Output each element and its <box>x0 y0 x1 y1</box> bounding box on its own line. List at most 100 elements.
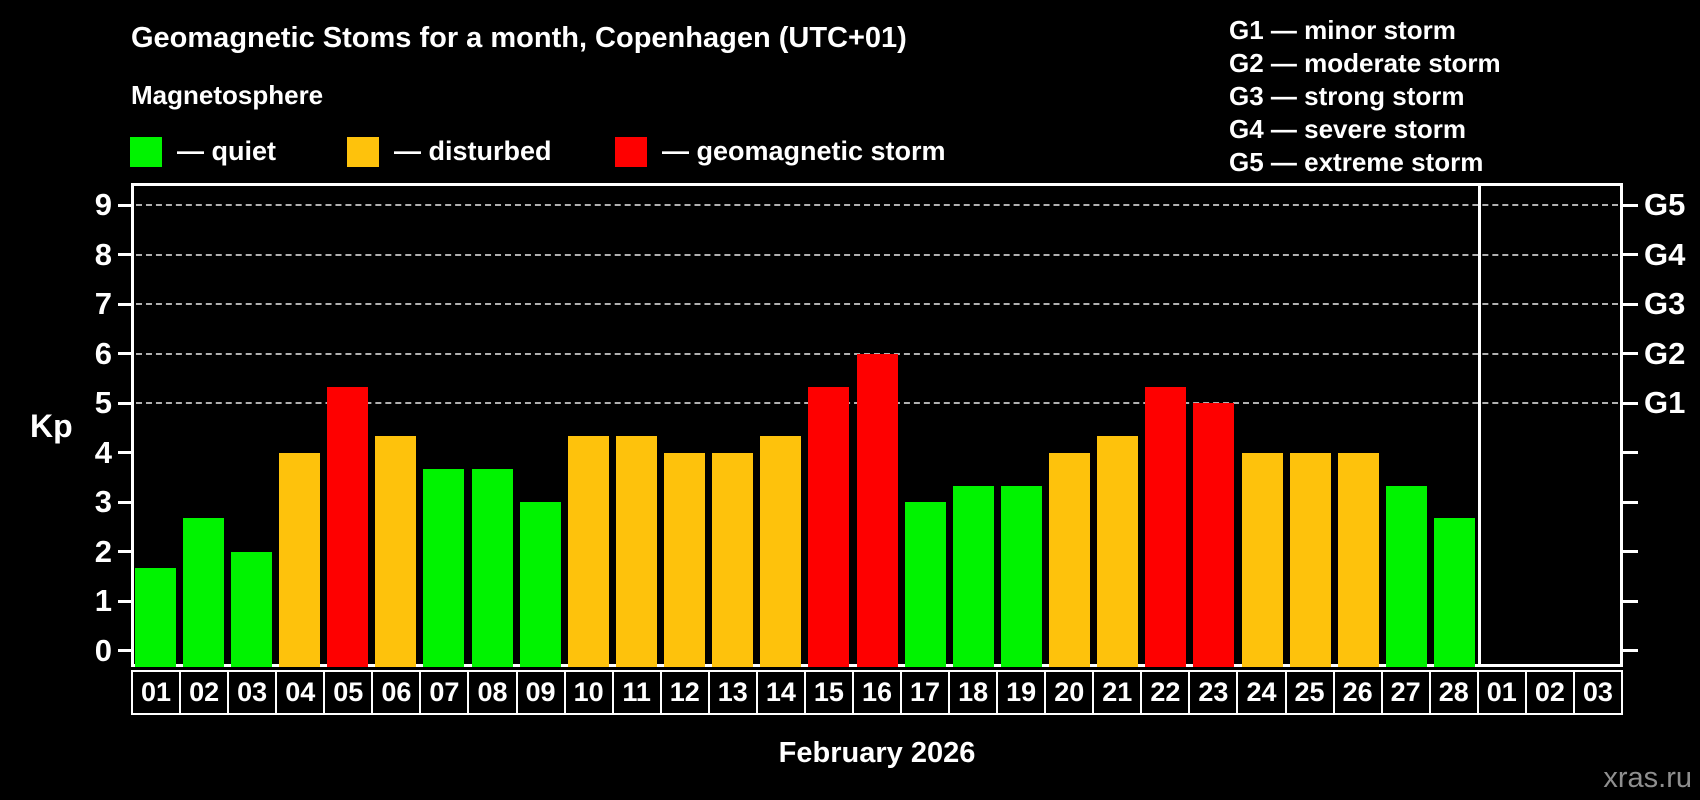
y-tick-label-0: 0 <box>94 632 112 668</box>
bar-day-23 <box>1193 403 1235 667</box>
day-label-feb-21: 21 <box>1092 670 1143 715</box>
right-tick-mark-6 <box>1623 352 1638 355</box>
bar-day-19 <box>1000 485 1042 667</box>
day-label-feb-23: 23 <box>1188 670 1239 715</box>
bar-day-09 <box>519 502 561 667</box>
day-label-feb-26: 26 <box>1332 670 1383 715</box>
disturbed-legend-label: — disturbed <box>394 136 552 166</box>
g-legend-line-2: G2 — moderate storm <box>1229 48 1501 78</box>
bar-day-25 <box>1289 452 1331 667</box>
day-label-feb-06: 06 <box>371 670 422 715</box>
day-label-feb-02: 02 <box>179 670 230 715</box>
right-tick-mark-3 <box>1623 500 1638 504</box>
day-label-feb-17: 17 <box>900 670 951 715</box>
y-tick-label-5: 5 <box>94 385 112 420</box>
right-scale-label-G2: G2 <box>1644 335 1686 371</box>
day-label-feb-10: 10 <box>563 670 614 715</box>
legend-heading: Magnetosphere <box>131 80 324 110</box>
right-scale-label-G4: G4 <box>1644 236 1686 272</box>
legend-item-storm: — geomagnetic storm <box>615 136 946 167</box>
y-tick-mark-5 <box>118 401 131 405</box>
legend-item-disturbed: — disturbed <box>347 136 552 167</box>
y-tick-mark-7 <box>118 302 131 306</box>
watermark: xras.ru <box>1603 762 1692 794</box>
bar-day-12 <box>664 452 705 667</box>
day-label-feb-13: 13 <box>707 670 758 715</box>
day-label-feb-04: 04 <box>275 670 326 715</box>
g-legend-line-4: G4 — severe storm <box>1229 114 1467 144</box>
bar-day-18 <box>952 485 994 667</box>
bar-day-17 <box>904 502 946 667</box>
day-label-feb-01: 01 <box>131 670 182 715</box>
bar-day-11 <box>615 436 657 667</box>
bar-day-16 <box>856 353 898 667</box>
right-tick-mark-2 <box>1623 550 1638 553</box>
day-label-feb-03: 03 <box>227 670 278 715</box>
bar-day-22 <box>1145 386 1187 667</box>
y-axis-title: Kp <box>30 408 73 444</box>
bar-day-28 <box>1434 518 1475 667</box>
day-label-feb-09: 09 <box>515 670 566 715</box>
right-scale-label-G1: G1 <box>1644 385 1686 420</box>
day-label-feb-25: 25 <box>1284 670 1335 715</box>
gridline-kp-8 <box>136 253 1618 256</box>
day-label-feb-08: 08 <box>467 670 518 715</box>
y-tick-mark-8 <box>118 253 131 256</box>
day-label-feb-19: 19 <box>996 670 1047 715</box>
disturbed-color-swatch <box>347 136 379 167</box>
day-label-feb-05: 05 <box>323 670 374 715</box>
day-label-mar-03: 03 <box>1572 670 1623 715</box>
g-legend-line-3: G3 — strong storm <box>1229 81 1465 111</box>
bar-day-27 <box>1385 485 1427 667</box>
y-tick-label-4: 4 <box>94 434 112 470</box>
legend-item-quiet: — quiet <box>130 136 276 167</box>
bar-day-08 <box>471 468 513 667</box>
y-tick-label-9: 9 <box>94 187 112 222</box>
quiet-legend-label: — quiet <box>177 136 276 166</box>
day-label-feb-11: 11 <box>611 670 662 715</box>
day-label-feb-27: 27 <box>1380 670 1431 715</box>
gridline-kp-9 <box>136 204 1618 206</box>
day-label-feb-16: 16 <box>851 670 902 715</box>
bar-day-05 <box>327 386 369 667</box>
storm-legend-label: — geomagnetic storm <box>662 136 946 166</box>
bar-day-15 <box>808 386 850 667</box>
y-tick-label-3: 3 <box>94 484 112 519</box>
bar-day-14 <box>760 436 802 667</box>
chart-title: Geomagnetic Stoms for a month, Copenhage… <box>131 22 907 54</box>
bar-day-07 <box>423 468 465 667</box>
bar-day-01 <box>134 567 176 667</box>
right-tick-mark-0 <box>1623 649 1638 652</box>
right-tick-mark-1 <box>1623 599 1638 603</box>
bar-day-24 <box>1241 452 1283 667</box>
quiet-color-swatch <box>130 136 162 167</box>
day-label-mar-02: 02 <box>1524 670 1575 715</box>
bar-day-03 <box>230 551 272 667</box>
bar-day-02 <box>182 518 224 667</box>
g-legend-line-5: G5 — extreme storm <box>1229 147 1484 177</box>
right-scale-label-G5: G5 <box>1644 187 1686 222</box>
bar-day-26 <box>1337 452 1379 667</box>
day-label-feb-24: 24 <box>1236 670 1287 715</box>
y-tick-label-1: 1 <box>94 583 112 618</box>
y-tick-mark-3 <box>118 500 131 504</box>
right-tick-mark-9 <box>1623 203 1638 207</box>
right-tick-mark-4 <box>1623 451 1638 454</box>
day-label-feb-18: 18 <box>948 670 999 715</box>
y-tick-label-8: 8 <box>94 236 112 272</box>
y-tick-mark-6 <box>118 352 131 355</box>
day-label-feb-20: 20 <box>1044 670 1095 715</box>
y-tick-label-2: 2 <box>94 533 112 569</box>
y-tick-mark-9 <box>118 203 131 207</box>
day-label-feb-28: 28 <box>1428 670 1479 715</box>
bar-day-13 <box>712 452 754 667</box>
bar-day-21 <box>1097 436 1139 667</box>
y-tick-mark-1 <box>118 599 131 603</box>
right-tick-mark-8 <box>1623 253 1638 256</box>
right-tick-mark-7 <box>1623 302 1638 306</box>
day-label-feb-07: 07 <box>419 670 470 715</box>
day-label-mar-01: 01 <box>1476 670 1527 715</box>
x-axis-day-labels: 01 02 03 04 05 06 07 08 09 10 11 12 13 14 15 16 17 18 19 20… <box>131 670 1623 715</box>
x-axis-title: February 2026 <box>778 737 976 769</box>
